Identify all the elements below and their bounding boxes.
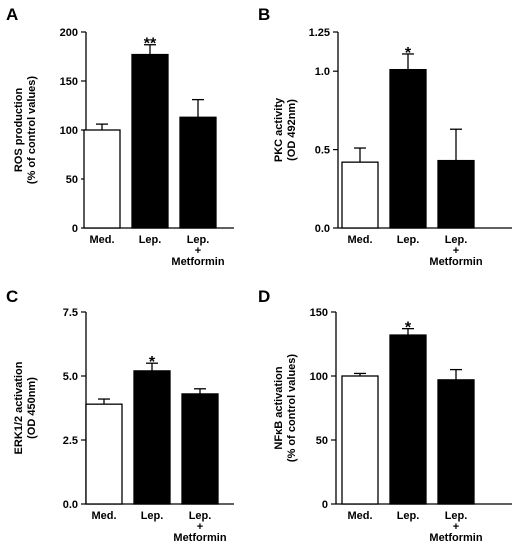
chart-panel-a: A 0 50 100 150 200 ROS production (% of control… — [6, 5, 234, 268]
chart-panel-c: C 0.0 2.5 5.0 7.5 ERK1/2 activation (OD 450nm)… — [6, 287, 234, 544]
y-tick-label: 50 — [66, 174, 78, 186]
y-tick-label: 0 — [72, 223, 78, 235]
bar — [133, 370, 171, 505]
y-axis-title: ROS production (% of control values) — [13, 76, 38, 185]
chart-panel-b: B 0.0 0.5 1.0 1.25 PKC activity (OD 492nm) Med.… — [258, 5, 512, 268]
bar — [83, 129, 121, 229]
category-label: + — [453, 245, 459, 257]
y-tick-label: 0.0 — [315, 223, 330, 235]
category-label: Lep. — [189, 510, 212, 522]
category-label: Lep. — [187, 234, 210, 246]
bar — [179, 116, 217, 229]
y-axis-title-line: (% of control values) — [26, 76, 38, 185]
y-axis-title-line: NFκB activation — [273, 366, 285, 449]
panel-letter: A — [6, 5, 18, 24]
bar — [85, 403, 123, 505]
panel-letter: D — [258, 287, 270, 306]
category-label: Metformin — [173, 532, 226, 544]
y-tick-label: 50 — [316, 435, 328, 447]
category-label: + — [197, 521, 203, 533]
y-tick-label: 150 — [60, 76, 78, 88]
category-label: Med. — [91, 510, 116, 522]
category-label: Lep. — [139, 234, 162, 246]
significance-marker: * — [149, 354, 156, 371]
significance-marker: * — [405, 45, 412, 62]
bar — [437, 379, 475, 505]
y-axis-title-line: (OD 492nm) — [286, 99, 298, 161]
category-label: Lep. — [141, 510, 164, 522]
y-axis-title: ERK1/2 activation (OD 450nm) — [13, 361, 38, 454]
y-axis-title: PKC activity (OD 492nm) — [273, 97, 298, 162]
bar — [389, 68, 427, 229]
bar — [389, 334, 427, 505]
significance-marker: * — [405, 320, 412, 337]
significance-marker: ** — [144, 36, 157, 53]
chart-panel-d: D 0 50 100 150 NFκB activation (% of control v… — [258, 287, 512, 544]
y-axis-title-line: ERK1/2 activation — [13, 361, 25, 454]
bar — [181, 393, 219, 505]
y-tick-label: 1.0 — [315, 66, 330, 78]
y-axis-title-line: PKC activity — [273, 97, 285, 162]
y-tick-label: 150 — [310, 307, 328, 319]
y-tick-label: 100 — [310, 371, 328, 383]
bar — [437, 159, 475, 229]
y-axis-title-line: ROS production — [13, 88, 25, 173]
category-label: Lep. — [397, 234, 420, 246]
panel-letter: B — [258, 5, 270, 24]
category-label: Metformin — [429, 256, 482, 268]
category-label: + — [195, 245, 201, 257]
y-axis-title-line: (% of control values) — [286, 354, 298, 463]
category-label: + — [453, 521, 459, 533]
bar — [131, 53, 169, 229]
y-tick-label: 1.25 — [309, 27, 330, 39]
category-label: Med. — [89, 234, 114, 246]
y-axis-title-line: (OD 450nm) — [26, 377, 38, 439]
category-label: Metformin — [171, 256, 224, 268]
y-tick-label: 200 — [60, 27, 78, 39]
y-tick-label: 0 — [322, 499, 328, 511]
y-tick-label: 0.5 — [315, 145, 330, 157]
y-tick-label: 5.0 — [63, 371, 78, 383]
bar — [341, 375, 379, 505]
panel-letter: C — [6, 287, 18, 306]
y-tick-label: 7.5 — [63, 307, 78, 319]
bar — [341, 161, 379, 229]
category-label: Lep. — [445, 510, 468, 522]
y-axis-title: NFκB activation (% of control values) — [273, 354, 298, 463]
category-label: Med. — [347, 510, 372, 522]
y-tick-label: 100 — [60, 125, 78, 137]
y-tick-label: 2.5 — [63, 435, 78, 447]
category-label: Lep. — [445, 234, 468, 246]
category-label: Metformin — [429, 532, 482, 544]
y-tick-label: 0.0 — [63, 499, 78, 511]
category-label: Med. — [347, 234, 372, 246]
category-label: Lep. — [397, 510, 420, 522]
